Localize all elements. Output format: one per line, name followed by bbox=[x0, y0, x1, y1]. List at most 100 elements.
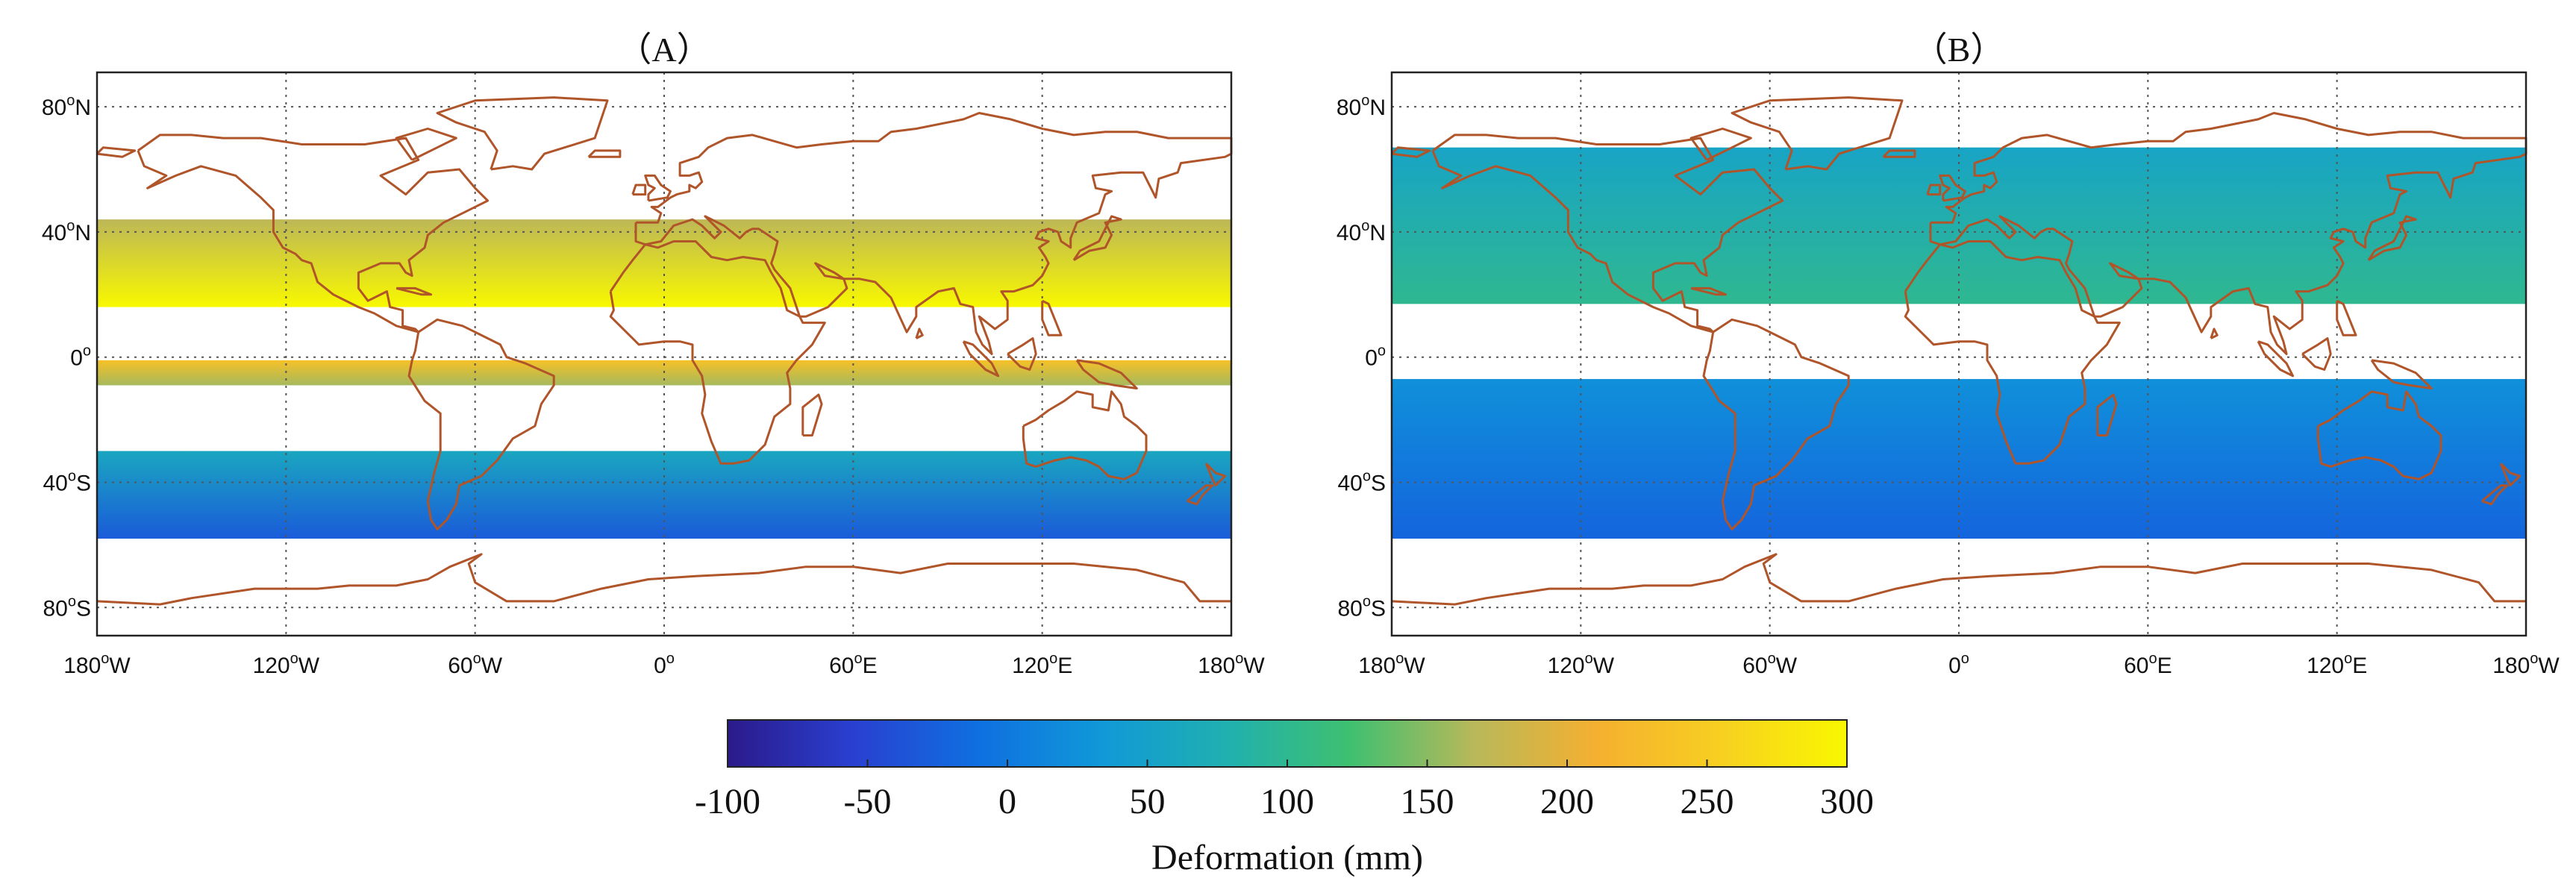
y-tick-label: 0o bbox=[70, 343, 91, 371]
x-tick-label: 60oW bbox=[1742, 651, 1798, 678]
colorbar-ticks: -100 -50 0 50 100 150 200 250 300 bbox=[695, 759, 1874, 821]
y-tick-label: 80oN bbox=[42, 93, 91, 120]
coastline-australia bbox=[2316, 390, 2442, 480]
y-tick-label: 0o bbox=[1365, 343, 1386, 371]
coastline-greenland bbox=[1731, 96, 1904, 171]
x-tick-label: 180oW bbox=[2492, 651, 2560, 678]
panel-a-title: （A） bbox=[617, 31, 710, 69]
panel-b-title: （B） bbox=[1913, 31, 2005, 69]
coastline-britain bbox=[1939, 174, 1966, 202]
y-tick-label: 40oN bbox=[42, 218, 91, 245]
coastline-sumatra bbox=[2257, 340, 2295, 377]
y-tick-label: 80oS bbox=[43, 593, 91, 621]
coastline-caribbean bbox=[1690, 286, 1728, 296]
panel-b-y-ticks: 80oN 40oN 0o 40oS 80oS bbox=[1337, 93, 1386, 621]
colorbar-tick-label: 250 bbox=[1681, 782, 1734, 821]
coastline-alaska-islands bbox=[96, 146, 137, 158]
y-tick-label: 80oS bbox=[1337, 593, 1386, 621]
panel-b-coastline bbox=[1390, 96, 2527, 606]
coastline-nz-south bbox=[2480, 484, 2509, 506]
coastline-iceland bbox=[1882, 149, 1916, 158]
deformation-band bbox=[1392, 147, 2526, 304]
x-tick-label: 120oW bbox=[253, 651, 320, 678]
coastline-new-guinea bbox=[1075, 359, 1138, 390]
colorbar-tick-label: 200 bbox=[1540, 782, 1594, 821]
coastline-sumatra bbox=[962, 340, 1000, 377]
x-tick-label: 180oW bbox=[1198, 651, 1265, 678]
y-tick-label: 40oN bbox=[1337, 218, 1386, 245]
colorbar-tick-label: -100 bbox=[695, 782, 760, 821]
panel-b-bands bbox=[1392, 147, 2526, 539]
x-tick-label: 60oW bbox=[448, 651, 503, 678]
coastline-new-guinea bbox=[2370, 359, 2433, 390]
coastline-britain bbox=[644, 174, 672, 202]
panel-a-frame bbox=[96, 71, 1233, 637]
coastline-nz-north bbox=[2499, 463, 2522, 487]
x-tick-label: 120oW bbox=[1548, 651, 1615, 678]
panel-a-coastline bbox=[96, 96, 1233, 606]
colorbar-tick-label: -50 bbox=[844, 782, 892, 821]
coastline-madagascar bbox=[801, 393, 823, 437]
x-tick-label: 0o bbox=[654, 651, 675, 678]
x-tick-label: 120oE bbox=[1012, 651, 1072, 678]
x-tick-label: 180oW bbox=[63, 651, 131, 678]
deformation-band bbox=[1392, 379, 2526, 539]
coastline-philippines bbox=[2336, 299, 2357, 336]
coastline-caribbean bbox=[396, 286, 433, 296]
colorbar: -100 -50 0 50 100 150 200 250 300 Deformation (m… bbox=[695, 719, 1874, 877]
coastline-antarctica bbox=[96, 553, 1231, 606]
panel-b-x-ticks: 180oW 120oW 60oW 0o 60oE 120oE 180oW bbox=[1358, 651, 2560, 678]
coastline-antarctica bbox=[1391, 553, 2526, 606]
coastline-japan bbox=[2367, 215, 2417, 261]
y-tick-label: 80oN bbox=[1337, 93, 1386, 120]
colorbar-tick-label: 50 bbox=[1130, 782, 1166, 821]
x-tick-label: 60oE bbox=[2124, 651, 2172, 678]
colorbar-tick-label: 0 bbox=[998, 782, 1016, 821]
coastline-ireland bbox=[1926, 184, 1942, 196]
coastline-philippines bbox=[1041, 299, 1063, 336]
coastline-nz-north bbox=[1204, 463, 1227, 487]
coastline-greenland bbox=[436, 96, 609, 171]
coastline-alaska-islands bbox=[1390, 146, 1431, 158]
x-tick-label: 180oW bbox=[1358, 651, 1425, 678]
coastline-madagascar bbox=[2096, 393, 2118, 437]
coastline-ireland bbox=[631, 184, 647, 196]
coastline-north-america bbox=[137, 134, 490, 333]
coastline-sri-lanka bbox=[2210, 328, 2219, 339]
coastline-eurasia bbox=[1929, 112, 2527, 355]
coastline-australia bbox=[1022, 390, 1148, 480]
x-tick-label: 0o bbox=[1948, 651, 1969, 678]
coastline-south-america bbox=[1702, 318, 1850, 530]
colorbar-tick-label: 300 bbox=[1820, 782, 1874, 821]
y-tick-label: 40oS bbox=[43, 468, 91, 495]
colorbar-tick-label: 150 bbox=[1401, 782, 1454, 821]
panel-b-grid bbox=[1392, 72, 2526, 636]
colorbar-gradient bbox=[727, 719, 1848, 768]
coastline-iceland bbox=[587, 149, 622, 158]
deformation-band bbox=[97, 219, 1231, 307]
panel-a-x-ticks: 180oW 120oW 60oW 0o 60oE 120oE 180oW bbox=[63, 651, 1265, 678]
colorbar-label: Deformation (mm) bbox=[1151, 838, 1423, 877]
coastline-sri-lanka bbox=[915, 328, 924, 339]
coastline-borneo bbox=[1007, 337, 1037, 371]
panel-b: （B） 180oW 120oW 60oW 0o 60oE 120oE 180oW 80oN 4… bbox=[1337, 31, 2560, 678]
panel-a-grid bbox=[97, 72, 1231, 636]
y-tick-label: 40oS bbox=[1337, 468, 1386, 495]
coastline-borneo bbox=[2301, 337, 2332, 371]
coastline-japan bbox=[1072, 215, 1122, 261]
colorbar-tick-label: 100 bbox=[1260, 782, 1314, 821]
coastline-nz-south bbox=[1186, 484, 1214, 506]
panel-a-y-ticks: 80oN 40oN 0o 40oS 80oS bbox=[42, 93, 91, 621]
coastline-eurasia bbox=[634, 112, 1233, 355]
coastline-baffin bbox=[1689, 128, 1752, 161]
x-tick-label: 120oE bbox=[2307, 651, 2367, 678]
panel-b-frame bbox=[1390, 71, 2527, 637]
coastline-north-america bbox=[1431, 134, 1784, 333]
deformation-band bbox=[97, 451, 1231, 539]
coastline-africa bbox=[609, 240, 826, 465]
coastline-africa bbox=[1904, 240, 2121, 465]
x-tick-label: 60oE bbox=[829, 651, 878, 678]
coastline-south-america bbox=[407, 318, 555, 530]
coastline-baffin bbox=[395, 128, 457, 161]
